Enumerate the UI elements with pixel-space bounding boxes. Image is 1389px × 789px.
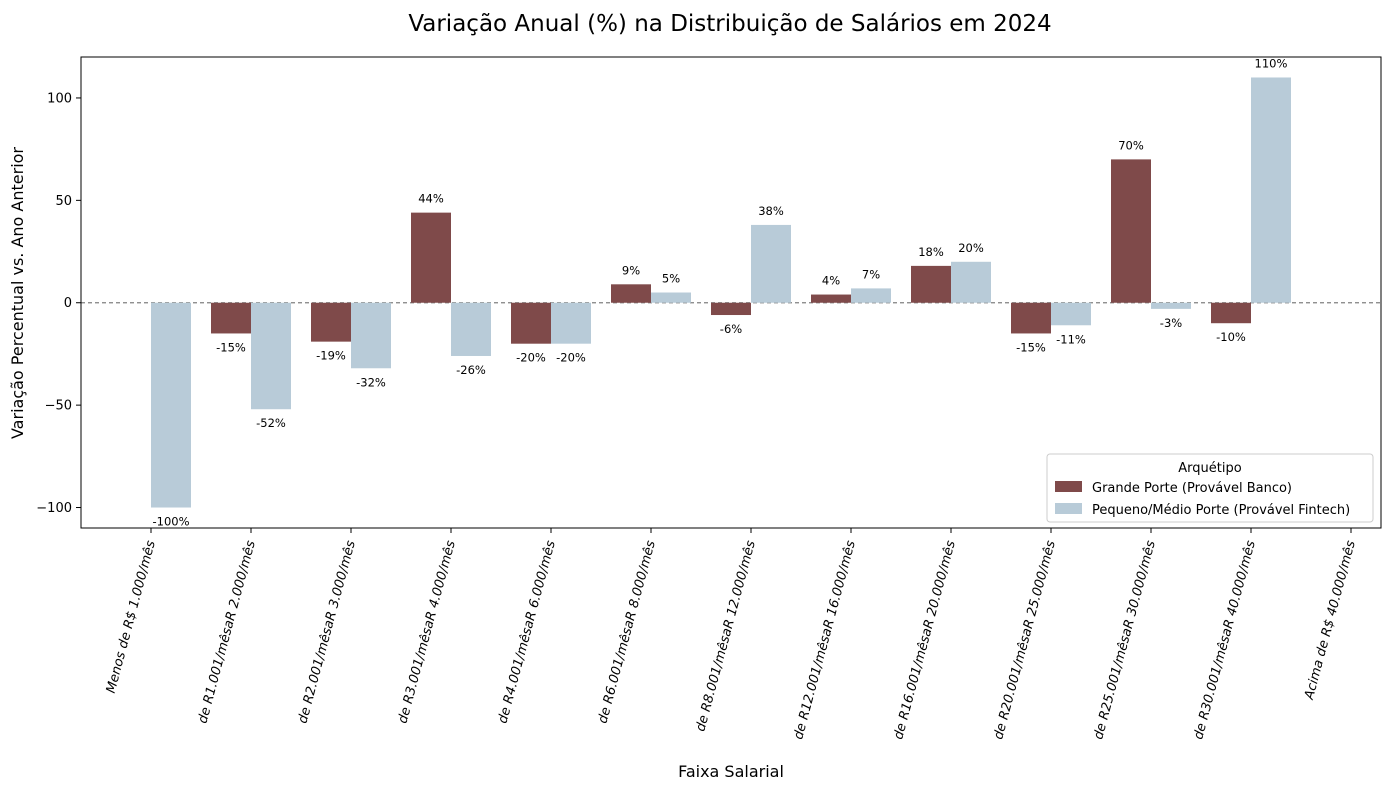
bar-s0-c2: [311, 302, 351, 342]
bar-s1-c2: [351, 302, 391, 369]
x-tick-label-12: Acima de R$ 40.000/mês: [1302, 539, 1359, 702]
data-label-s0-c10: 70%: [1118, 138, 1144, 152]
bar-s1-c9: [1051, 302, 1091, 326]
bar-s0-c3: [411, 212, 451, 303]
x-tick-label-11: de R30.001/mêsaR 40.000/mês: [1191, 539, 1259, 741]
data-label-s0-c9: -15%: [1016, 340, 1046, 354]
data-label-s0-c2: -19%: [316, 349, 346, 363]
x-tick-label-4: de R4.001/mêsaR 6.000/mês: [496, 539, 559, 725]
bar-s0-c11: [1211, 302, 1251, 324]
data-label-s0-c6: -6%: [720, 322, 742, 336]
y-tick-label-3: 50: [55, 194, 72, 209]
bar-s0-c8: [911, 265, 951, 303]
data-label-s0-c1: -15%: [216, 340, 246, 354]
bar-s1-c10: [1151, 302, 1191, 309]
x-tick-label-2: de R2.001/mêsaR 3.000/mês: [296, 539, 359, 725]
bar-s0-c4: [511, 302, 551, 344]
data-label-s0-c3: 44%: [418, 192, 444, 206]
x-tick-label-8: de R16.001/mêsaR 20.000/mês: [891, 539, 959, 741]
data-label-s1-c10: -3%: [1160, 316, 1182, 330]
data-label-s1-c0: -100%: [152, 515, 189, 529]
bar-s0-c10: [1111, 159, 1151, 303]
legend: Arquétipo Grande Porte (Provável Banco) …: [1046, 453, 1374, 523]
bar-s0-c5: [611, 284, 651, 303]
legend-swatch-grande-porte: [1055, 481, 1082, 492]
y-tick-label-2: 0: [64, 296, 72, 311]
x-tick-label-1: de R1.001/mêsaR 2.000/mês: [196, 539, 259, 725]
bar-s1-c11: [1251, 77, 1291, 303]
data-label-s1-c1: -52%: [256, 416, 286, 430]
legend-label-pequeno-medio-porte: Pequeno/Médio Porte (Provável Fintech): [1092, 503, 1350, 518]
bar-s0-c6: [711, 302, 751, 316]
plot-frame: [80, 56, 1382, 529]
bar-s1-c0: [151, 302, 191, 508]
y-tick-label-4: 100: [47, 91, 72, 106]
x-tick-label-0: Menos de R$ 1.000/mês: [104, 539, 159, 695]
bar-s1-c4: [551, 302, 591, 344]
bars-layer: [151, 77, 1291, 508]
bar-s1-c5: [651, 292, 691, 303]
data-label-s1-c7: 7%: [862, 267, 880, 281]
bar-s0-c9: [1011, 302, 1051, 334]
data-label-s1-c8: 20%: [958, 241, 984, 255]
bar-s1-c3: [451, 302, 491, 356]
bar-s1-c6: [751, 224, 791, 303]
x-axis-label: Faixa Salarial: [678, 762, 784, 781]
x-tick-label-10: de R25.001/mêsaR 30.000/mês: [1091, 539, 1159, 741]
data-label-s0-c7: 4%: [822, 274, 840, 288]
legend-title: Arquétipo: [1178, 461, 1241, 476]
data-label-s0-c11: -10%: [1216, 330, 1246, 344]
bar-s1-c8: [951, 261, 991, 303]
x-tick-label-9: de R20.001/mêsaR 25.000/mês: [991, 539, 1059, 741]
legend-label-grande-porte: Grande Porte (Provável Banco): [1092, 481, 1292, 496]
x-tick-label-5: de R6.001/mêsaR 8.000/mês: [596, 539, 659, 725]
data-label-s1-c4: -20%: [556, 351, 586, 365]
bar-s0-c7: [811, 294, 851, 303]
data-label-s1-c3: -26%: [456, 363, 486, 377]
y-tick-label-1: −50: [45, 399, 72, 414]
legend-swatch-pequeno-medio-porte: [1055, 503, 1082, 514]
y-tick-label-0: −100: [36, 501, 72, 516]
data-label-s1-c2: -32%: [356, 375, 386, 389]
data-label-s0-c4: -20%: [516, 351, 546, 365]
data-label-s1-c6: 38%: [758, 204, 784, 218]
y-ticks-layer: −100 −50 0 50 100: [36, 91, 81, 516]
bar-s1-c7: [851, 288, 891, 303]
data-label-s1-c9: -11%: [1056, 332, 1086, 346]
data-label-s1-c5: 5%: [662, 272, 680, 286]
bar-s0-c1: [211, 302, 251, 334]
y-axis-label: Variação Percentual vs. Ano Anterior: [8, 147, 27, 439]
chart-title: Variação Anual (%) na Distribuição de Sa…: [408, 11, 1051, 37]
x-ticks-layer: Menos de R$ 1.000/mês de R1.001/mêsaR 2.0…: [104, 528, 1359, 741]
x-tick-label-7: de R12.001/mêsaR 16.000/mês: [791, 539, 859, 741]
x-tick-label-3: de R3.001/mêsaR 4.000/mês: [396, 539, 459, 725]
x-tick-label-6: de R8.001/mêsaR 12.000/mês: [693, 539, 759, 733]
data-label-s0-c8: 18%: [918, 245, 944, 259]
bar-s1-c1: [251, 302, 291, 410]
data-labels-layer: -15% -19% 44% -20% 9% -6% 4% 18% -15% 70% -10% -100…: [152, 56, 1287, 528]
data-label-s1-c11: 110%: [1255, 56, 1288, 70]
legend-box: [1046, 453, 1374, 523]
data-label-s0-c5: 9%: [622, 263, 640, 277]
